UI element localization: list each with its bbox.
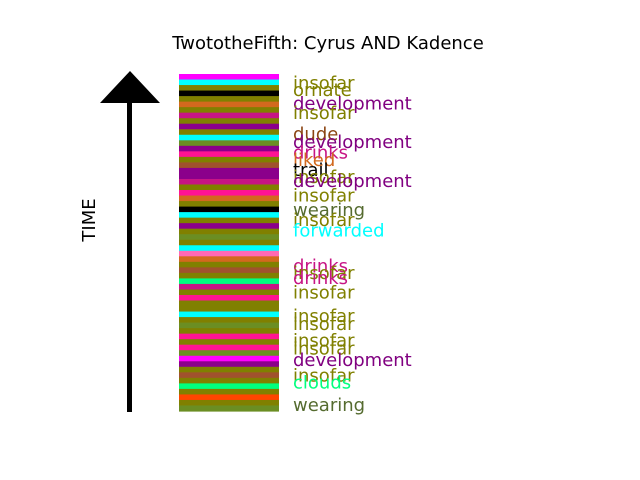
timeline-stripe — [179, 301, 279, 307]
time-arrow-shaft — [127, 100, 132, 412]
timeline-stripe — [179, 146, 279, 152]
timeline-stripe — [179, 394, 279, 400]
timeline-stripe — [179, 168, 279, 174]
time-arrow — [100, 71, 160, 412]
timeline-stripe — [179, 179, 279, 185]
timeline-stripe — [179, 173, 279, 179]
timeline-stripe — [179, 129, 279, 135]
timeline-stripe — [179, 289, 279, 295]
timeline-stripe — [179, 124, 279, 130]
timeline-stripe — [179, 339, 279, 345]
timeline-stripe — [179, 378, 279, 384]
time-axis-label: TIME — [79, 198, 100, 242]
timeline-stripe — [179, 295, 279, 301]
timeline-stripe — [179, 234, 279, 240]
event-labels: insofarornatedevelopmentinsofardudedevel… — [293, 73, 412, 416]
timeline-stripe — [179, 140, 279, 146]
timeline-stripe — [179, 184, 279, 190]
time-arrow-head — [100, 71, 160, 103]
chart-title: TwototheFifth: Cyrus AND Kadence — [171, 33, 484, 54]
stripe-column — [179, 74, 279, 412]
timeline-stripe — [179, 157, 279, 163]
timeline-stripe — [179, 317, 279, 323]
timeline-stripe — [179, 284, 279, 290]
timeline-stripe — [179, 218, 279, 224]
timeline-stripe — [179, 113, 279, 119]
timeline-stripe — [179, 405, 279, 411]
timeline-stripe — [179, 74, 279, 80]
timeline-stripe — [179, 102, 279, 108]
timeline-stripe — [179, 389, 279, 395]
timeline-stripe — [179, 190, 279, 196]
timeline-stripe — [179, 212, 279, 218]
timeline-stripe — [179, 361, 279, 367]
timeline-stripe — [179, 256, 279, 262]
timeline-stripe — [179, 85, 279, 91]
timeline-stripe — [179, 267, 279, 273]
timeline-stripe — [179, 278, 279, 284]
timeline-stripe — [179, 240, 279, 246]
event-label: insofar — [293, 103, 355, 124]
timeline-stripe — [179, 223, 279, 229]
timeline-stripe — [179, 312, 279, 318]
timeline-stripe — [179, 383, 279, 389]
timeline-stripe — [179, 162, 279, 168]
timeline-stripe — [179, 135, 279, 141]
timeline-stripe — [179, 400, 279, 406]
timeline-stripe — [179, 334, 279, 340]
timeline-stripe — [179, 107, 279, 113]
event-label: insofar — [293, 282, 355, 303]
timeline-stripe — [179, 96, 279, 102]
timeline-stripe — [179, 207, 279, 213]
timeline-stripe — [179, 306, 279, 312]
event-label: forwarded — [293, 220, 385, 241]
event-label: clouds — [293, 372, 351, 393]
timeline-stripe — [179, 262, 279, 268]
timeline-stripe — [179, 201, 279, 207]
timeline-stripe — [179, 328, 279, 334]
timeline-stripe — [179, 372, 279, 378]
timeline-stripe — [179, 345, 279, 351]
timeline-stripe — [179, 251, 279, 257]
timeline-stripe — [179, 273, 279, 279]
timeline-stripe — [179, 367, 279, 373]
timeline-stripe — [179, 118, 279, 124]
timeline-stripe — [179, 80, 279, 86]
timeline-stripe — [179, 323, 279, 329]
timeline-stripe — [179, 151, 279, 157]
event-label: wearing — [293, 395, 365, 416]
timeline-stripe — [179, 350, 279, 356]
timeline-stripe — [179, 91, 279, 97]
timeline-stripe — [179, 245, 279, 251]
timeline-stripe — [179, 229, 279, 235]
timeline-stripe — [179, 356, 279, 362]
timeline-stripe — [179, 196, 279, 202]
